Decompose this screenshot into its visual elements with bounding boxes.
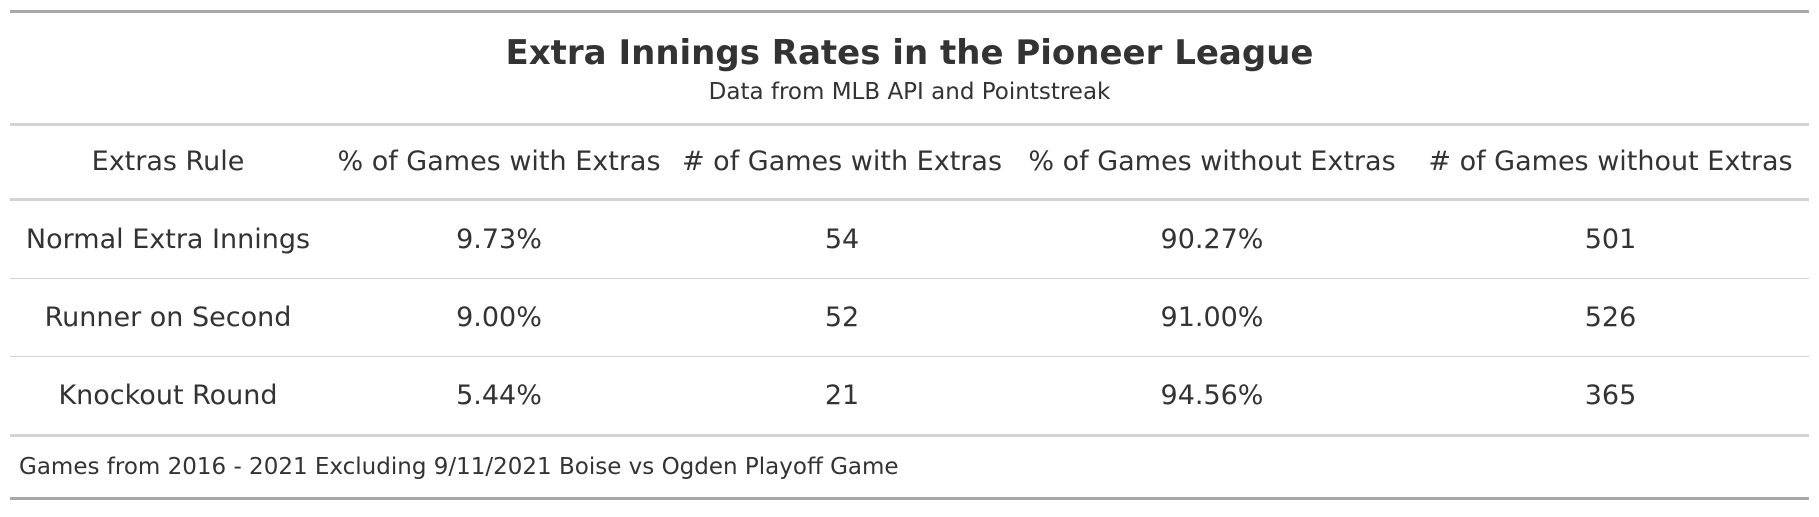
column-header-pct-without-extras: % of Games without Extras (1012, 126, 1412, 201)
cell-num-without-extras: 501 (1412, 199, 1809, 279)
table-row: Runner on Second 9.00% 52 91.00% 526 (10, 278, 1809, 357)
column-header-num-with-extras: # of Games with Extras (672, 126, 1012, 201)
table-title: Extra Innings Rates in the Pioneer Leagu… (505, 33, 1314, 73)
header-row: Extras Rule % of Games with Extras # of … (10, 126, 1809, 201)
cell-num-without-extras: 526 (1412, 278, 1809, 357)
table-subtitle: Data from MLB API and Pointstreak (10, 75, 1809, 126)
cell-extras-rule: Normal Extra Innings (10, 199, 326, 279)
column-header-extras-rule: Extras Rule (10, 126, 326, 201)
cell-extras-rule: Runner on Second (10, 278, 326, 357)
cell-pct-without-extras: 94.56% (1012, 356, 1412, 437)
cell-pct-with-extras: 5.44% (326, 356, 672, 437)
table-row: Knockout Round 5.44% 21 94.56% 365 (10, 356, 1809, 437)
cell-num-with-extras: 21 (672, 356, 1012, 437)
cell-num-with-extras: 52 (672, 278, 1012, 357)
cell-pct-without-extras: 90.27% (1012, 199, 1412, 279)
column-header-pct-with-extras: % of Games with Extras (326, 126, 672, 201)
column-header-num-without-extras: # of Games without Extras (1412, 126, 1809, 201)
table-footnote: Games from 2016 - 2021 Excluding 9/11/20… (19, 454, 899, 480)
cell-pct-with-extras: 9.73% (326, 199, 672, 279)
cell-num-with-extras: 54 (672, 199, 1012, 279)
table-row: Normal Extra Innings 9.73% 54 90.27% 501 (10, 199, 1809, 279)
cell-num-without-extras: 365 (1412, 356, 1809, 437)
cell-extras-rule: Knockout Round (10, 356, 326, 437)
data-table: Extras Rule % of Games with Extras # of … (10, 126, 1809, 437)
cell-pct-without-extras: 91.00% (1012, 278, 1412, 357)
extra-innings-table: Extra Innings Rates in the Pioneer Leagu… (10, 10, 1809, 500)
cell-pct-with-extras: 9.00% (326, 278, 672, 357)
